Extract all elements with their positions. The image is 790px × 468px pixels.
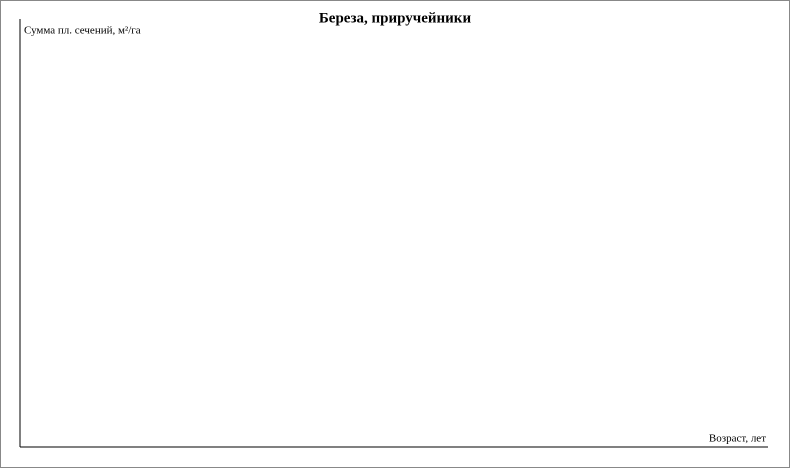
y-axis-label: Сумма пл. сечений, м²/га [24,25,141,37]
x-axis-label: Возраст, лет [709,433,766,445]
text-layer: Береза, приручейники Сумма пл. сечений, … [24,10,766,444]
chart-title: Береза, приручейники [319,10,472,26]
